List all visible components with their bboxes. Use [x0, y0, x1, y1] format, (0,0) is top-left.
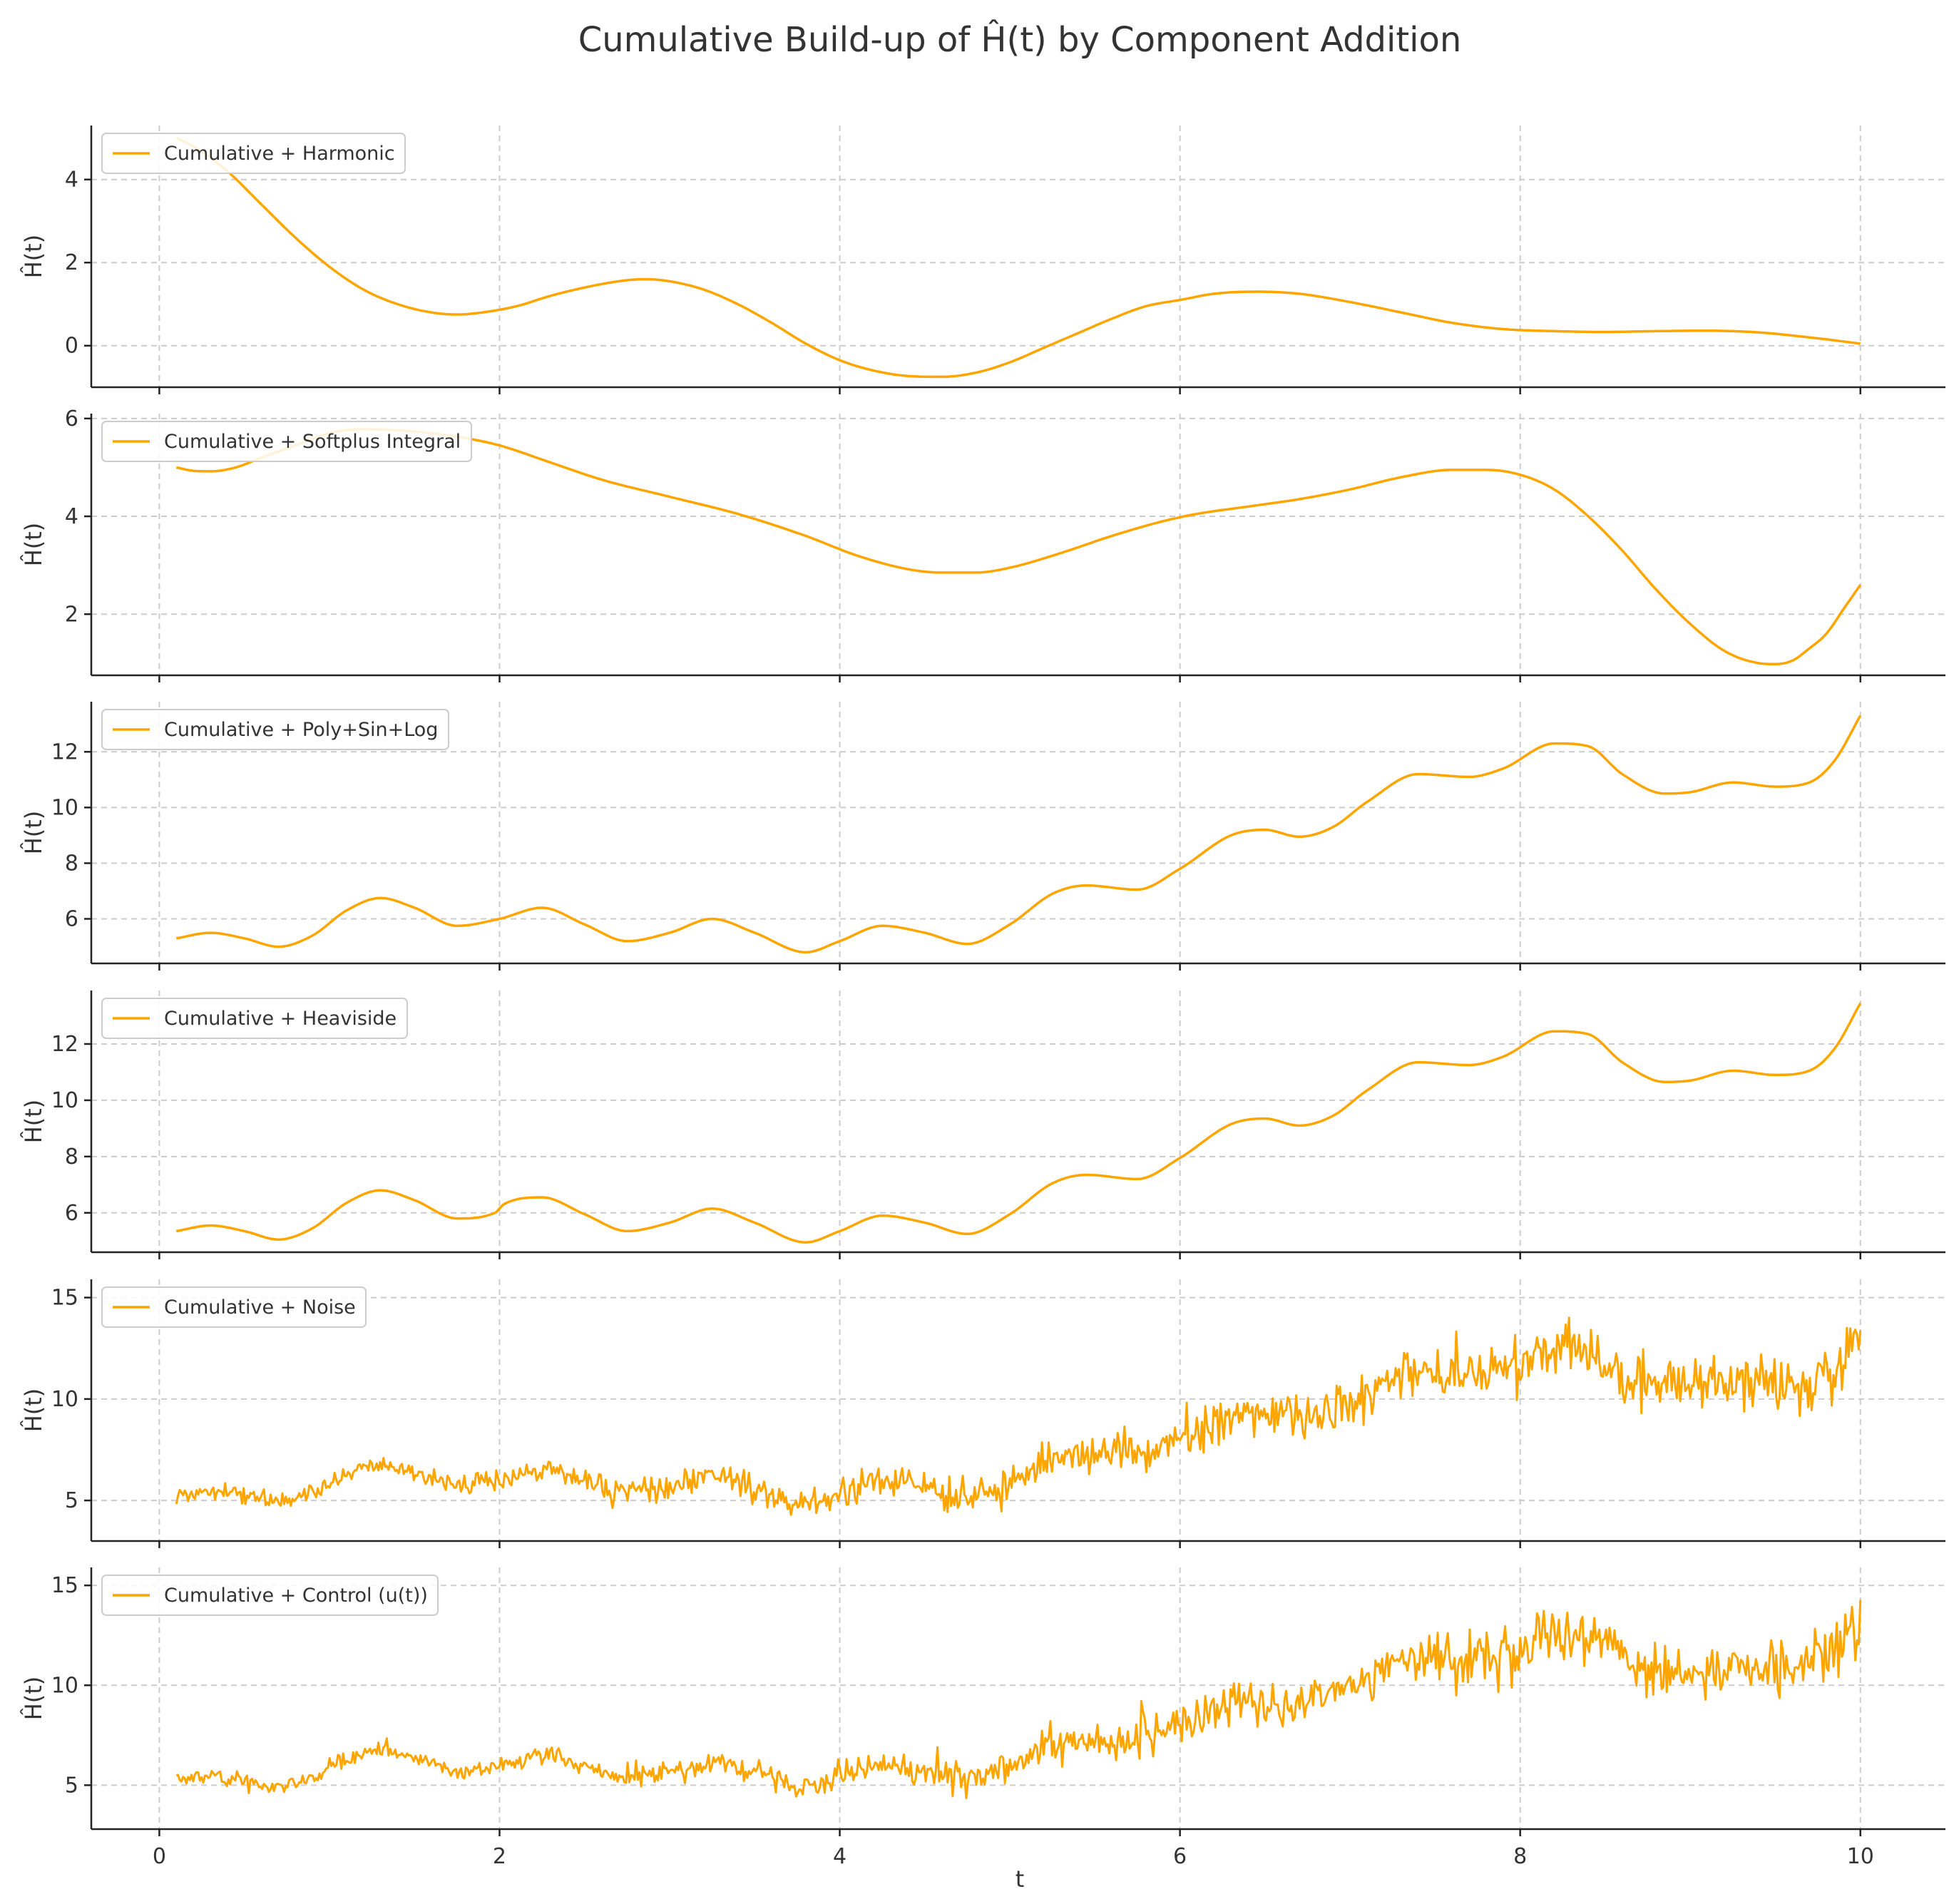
- panel-4-ytick-label-0: 6: [65, 1201, 78, 1226]
- panel-1-ytick-label-0: 0: [65, 334, 78, 359]
- panel-6-series-line: [175, 1600, 1862, 1800]
- xtick-label-5: 10: [1847, 1844, 1874, 1869]
- panel-5-ytick-label-1: 10: [51, 1387, 78, 1412]
- panel-4-legend-box: [101, 998, 408, 1039]
- panel-6-ytick-label-0: 5: [65, 1773, 78, 1798]
- panel-4-legend: Cumulative + Heaviside: [101, 998, 408, 1039]
- panel-2-ylabel: Ĥ(t): [20, 523, 47, 567]
- panel-6-ylabel: Ĥ(t): [20, 1677, 47, 1721]
- panel-3-legend: Cumulative + Poly+Sin+Log: [101, 709, 449, 750]
- xtick-label-0: 0: [153, 1844, 166, 1869]
- panel-2-legend-box: [101, 421, 472, 462]
- panel-2-ytick-label-0: 2: [65, 602, 78, 627]
- panel-3-ytick-label-2: 10: [51, 795, 78, 820]
- panel-4-ytick-label-3: 12: [51, 1032, 78, 1057]
- panel-2-ytick-label-1: 4: [65, 504, 78, 529]
- panel-3-ytick-label-0: 6: [65, 907, 78, 932]
- panel-6-ytick-label-2: 15: [51, 1573, 78, 1598]
- panel-5-series-line: [175, 1316, 1862, 1516]
- panel-1-legend: Cumulative + Harmonic: [101, 133, 406, 174]
- panel-3-series-line: [175, 715, 1862, 954]
- panel-5-legend: Cumulative + Noise: [101, 1286, 367, 1328]
- chart-title: Cumulative Build-up of Ĥ(t) by Component…: [578, 19, 1462, 60]
- panel-2-ytick-label-2: 6: [65, 406, 78, 431]
- panel-4-ytick-label-2: 10: [51, 1088, 78, 1113]
- panel-5-ytick-label-0: 5: [65, 1488, 78, 1513]
- xtick-label-3: 6: [1173, 1844, 1187, 1869]
- panel-1-ytick-label-2: 4: [65, 168, 78, 193]
- panel-6-legend-box: [101, 1575, 439, 1616]
- panel-4-series-line: [176, 1002, 1862, 1244]
- panel-6-ytick-label-1: 10: [51, 1673, 78, 1698]
- xtick-label-1: 2: [493, 1844, 506, 1869]
- panel-3-ytick-label-3: 12: [51, 739, 78, 764]
- x-axis-label: t: [1016, 1865, 1025, 1893]
- panel-3: 6 8 10 12 Ĥ(t) Cumulative + Poly+Sin+Log: [20, 702, 1945, 971]
- panel-3-ylabel: Ĥ(t): [20, 811, 47, 855]
- panel-3-legend-label: Cumulative + Poly+Sin+Log: [164, 719, 438, 741]
- panel-1-ytick-label-1: 2: [65, 250, 78, 275]
- panel-5-ylabel: Ĥ(t): [20, 1388, 47, 1433]
- panel-6-legend: Cumulative + Control (u(t)): [101, 1575, 439, 1616]
- panel-1-series-line: [175, 136, 1861, 379]
- panel-2: 2 4 6 Ĥ(t) Cumulative + Softplus Integral: [20, 406, 1945, 682]
- panel-1-legend-label: Cumulative + Harmonic: [164, 143, 395, 165]
- panel-1-legend-box: [101, 133, 406, 174]
- xtick-label-2: 4: [833, 1844, 846, 1869]
- panel-4-legend-label: Cumulative + Heaviside: [164, 1008, 397, 1030]
- panel-4: 6 8 10 12 Ĥ(t) Cumulative + Heaviside: [20, 991, 1945, 1259]
- panel-5-ytick-label-2: 15: [51, 1286, 78, 1311]
- panel-4-ylabel: Ĥ(t): [20, 1100, 47, 1144]
- panels-container: 0 2 4 Ĥ(t) Cumulative + Harmonic 2 4 6 Ĥ(t) Cumul…: [20, 126, 1945, 1869]
- panel-1: 0 2 4 Ĥ(t) Cumulative + Harmonic: [20, 126, 1945, 394]
- panel-1-ylabel: Ĥ(t): [20, 235, 47, 279]
- panel-4-ytick-label-1: 8: [65, 1145, 78, 1169]
- panel-3-ytick-label-1: 8: [65, 851, 78, 876]
- xtick-label-4: 8: [1513, 1844, 1527, 1869]
- panel-5-legend-label: Cumulative + Noise: [164, 1296, 356, 1319]
- panel-3-legend-box: [101, 709, 449, 750]
- panel-5-legend-box: [101, 1286, 367, 1328]
- panel-6-legend-label: Cumulative + Control (u(t)): [164, 1585, 428, 1607]
- panel-2-legend: Cumulative + Softplus Integral: [101, 421, 472, 462]
- panel-2-legend-label: Cumulative + Softplus Integral: [164, 431, 461, 453]
- panel-2-series-line: [175, 428, 1862, 665]
- panel-5: 5 10 15 Ĥ(t) Cumulative + Noise: [20, 1279, 1945, 1548]
